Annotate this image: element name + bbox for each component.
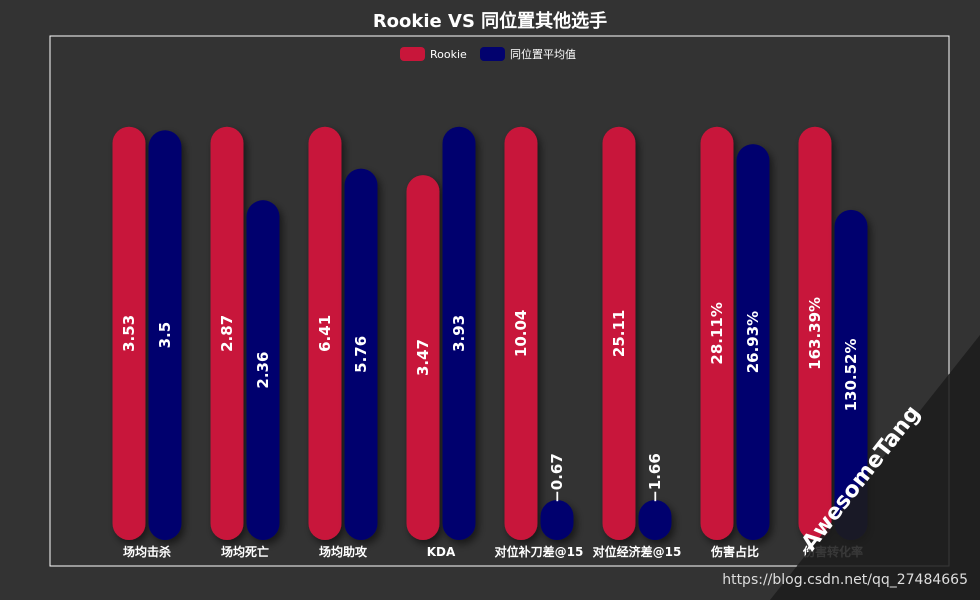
bar-average-4 (540, 500, 574, 540)
legend: Rookie 同位置平均值 (400, 47, 576, 61)
bar-value-label: 3.5 (156, 322, 174, 349)
category-label: 场均助攻 (319, 544, 368, 559)
bar-value-label: 25.11 (610, 310, 628, 357)
bar-value-label: 2.36 (254, 352, 272, 389)
bar-average-3 (442, 126, 476, 540)
bar-value-label: 26.93% (744, 311, 762, 373)
category-label: 对位补刀差@15 (495, 544, 584, 559)
legend-swatch-0[interactable] (400, 47, 425, 61)
watermark-url: https://blog.csdn.net/qq_27484665 (722, 572, 968, 588)
bar-rookie-0 (112, 126, 146, 540)
category-label: 伤害占比 (710, 544, 759, 559)
category-label: 场均击杀 (123, 544, 171, 559)
legend-swatch-1[interactable] (480, 47, 505, 61)
bar-value-label: 2.87 (218, 315, 236, 352)
bar-rookie-5 (602, 126, 636, 540)
bar-rookie-1 (210, 126, 244, 540)
chart-title: Rookie VS 同位置其他选手 (372, 11, 608, 32)
bar-rookie-3 (406, 175, 440, 540)
bar-average-5 (638, 500, 672, 540)
bar-value-label: 3.53 (120, 315, 138, 352)
bar-value-label: −1.66 (646, 453, 664, 503)
bar-average-0 (148, 130, 182, 541)
bar-rookie-7 (798, 126, 832, 540)
category-label: 场均死亡 (221, 544, 269, 559)
bar-value-label: 3.47 (414, 339, 432, 376)
bar-value-label: −0.67 (548, 453, 566, 503)
bar-average-7 (834, 209, 868, 540)
bar-rookie-4 (504, 126, 538, 540)
bar-value-label: 6.41 (316, 315, 334, 352)
bar-value-label: 28.11% (708, 302, 726, 364)
bar-value-label: 5.76 (352, 336, 370, 373)
bar-rookie-2 (308, 126, 342, 540)
bar-label-group: 3.53 3.5 2.87 2.36 6.41 5.76 3.47 3.93 10.04 −0.6… (120, 297, 860, 503)
bar-average-2 (344, 168, 378, 541)
category-label: KDA (427, 545, 456, 559)
bar-group (112, 126, 868, 541)
bar-rookie-6 (700, 126, 734, 540)
bar-average-6 (736, 144, 770, 540)
bar-value-label: 163.39% (806, 297, 824, 370)
legend-label-1[interactable]: 同位置平均值 (510, 47, 576, 61)
bar-value-label: 130.52% (842, 338, 860, 411)
plot-frame (49, 35, 950, 567)
legend-label-0[interactable]: Rookie (430, 48, 467, 61)
bar-value-label: 10.04 (512, 310, 530, 357)
bar-value-label: 3.93 (450, 315, 468, 352)
category-label: 对位经济差@15 (593, 544, 682, 559)
bar-average-1 (246, 200, 280, 540)
